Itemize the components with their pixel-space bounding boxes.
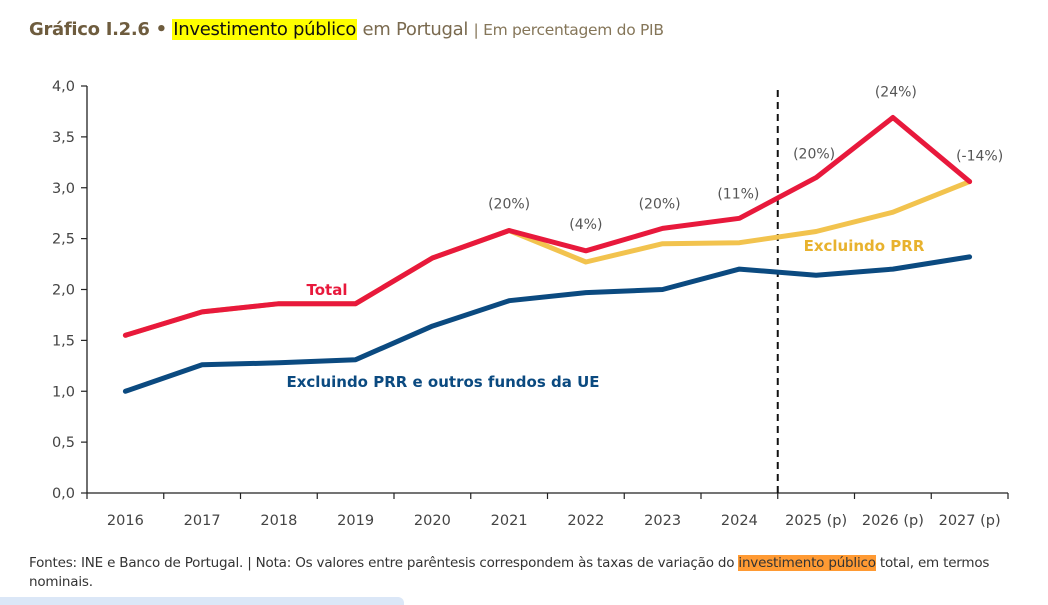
chart-subtitle: | Em percentagem do PIB	[473, 21, 664, 39]
variation-label: (11%)	[717, 186, 759, 202]
variation-label: (20%)	[488, 196, 530, 212]
series-line-total	[122, 115, 973, 338]
series-labels: Total Excluindo PRR Excluindo PRR e outros…	[286, 237, 924, 391]
y-tick-label: 2,0	[52, 283, 75, 299]
footnote-text: Fontes: INE e Banco de Portugal. | Nota:…	[29, 555, 739, 571]
y-tick-label: 3,0	[52, 181, 75, 197]
x-tick-label: 2022	[567, 513, 604, 529]
y-tick-label: 1,0	[52, 384, 75, 400]
axes: 0,0 0,5 1,0 1,5 2,0 2,5 3,0 3,5 4,0 2016 2017 2018 2…	[52, 79, 1009, 529]
y-tick-label: 3,5	[52, 130, 75, 146]
chart-footnote: Fontes: INE e Banco de Portugal. | Nota:…	[29, 554, 1019, 592]
variation-label: (20%)	[793, 147, 835, 163]
series-lines	[122, 115, 973, 394]
x-tick-label: 2020	[414, 513, 451, 529]
x-tick-label: 2026 (p)	[862, 513, 924, 529]
x-tick-label: 2027 (p)	[939, 513, 1001, 529]
variation-label: (4%)	[569, 217, 602, 233]
footnote-highlight: investimento público	[738, 555, 876, 571]
variation-label: (24%)	[875, 85, 917, 101]
x-tick-label: 2025 (p)	[785, 513, 847, 529]
bottom-panel-edge	[0, 597, 404, 605]
y-tick-label: 1,5	[52, 333, 75, 349]
series-label: Excluindo PRR e outros fundos da UE	[286, 373, 599, 391]
line-chart: 0,0 0,5 1,0 1,5 2,0 2,5 3,0 3,5 4,0 2016 2017 2018 2…	[52, 79, 1009, 529]
x-tick-label: 2019	[337, 513, 374, 529]
variation-label: (-14%)	[956, 149, 1003, 165]
x-tick-label: 2024	[721, 513, 758, 529]
y-tick-label: 2,5	[52, 232, 75, 248]
y-tick-label: 4,0	[52, 79, 75, 95]
x-tick-label: 2016	[107, 513, 144, 529]
series-label: Total	[307, 281, 348, 299]
series-line-excluindo-prr	[122, 179, 973, 338]
x-tick-label: 2018	[260, 513, 297, 529]
series-line-excluindo-prr-e-outros-fundos-da-ue	[122, 254, 973, 394]
y-tick-label: 0,5	[52, 435, 75, 451]
chart-id: Gráfico I.2.6 •	[29, 19, 167, 40]
title-highlight: Investimento público	[172, 19, 358, 40]
series-label: Excluindo PRR	[804, 237, 925, 255]
x-tick-label: 2023	[644, 513, 681, 529]
title-rest: em Portugal	[362, 19, 469, 40]
chart-title: Gráfico I.2.6 • Investimento público em …	[29, 19, 664, 40]
variation-label: (20%)	[639, 196, 681, 212]
x-tick-label: 2021	[491, 513, 528, 529]
x-tick-label: 2017	[184, 513, 221, 529]
y-tick-label: 0,0	[52, 486, 75, 502]
annotations: (20%) (4%) (20%) (11%) (20%) (24%) (-14%)	[488, 85, 1003, 233]
footnote-text-end: total, em termos nominais.	[29, 555, 990, 590]
